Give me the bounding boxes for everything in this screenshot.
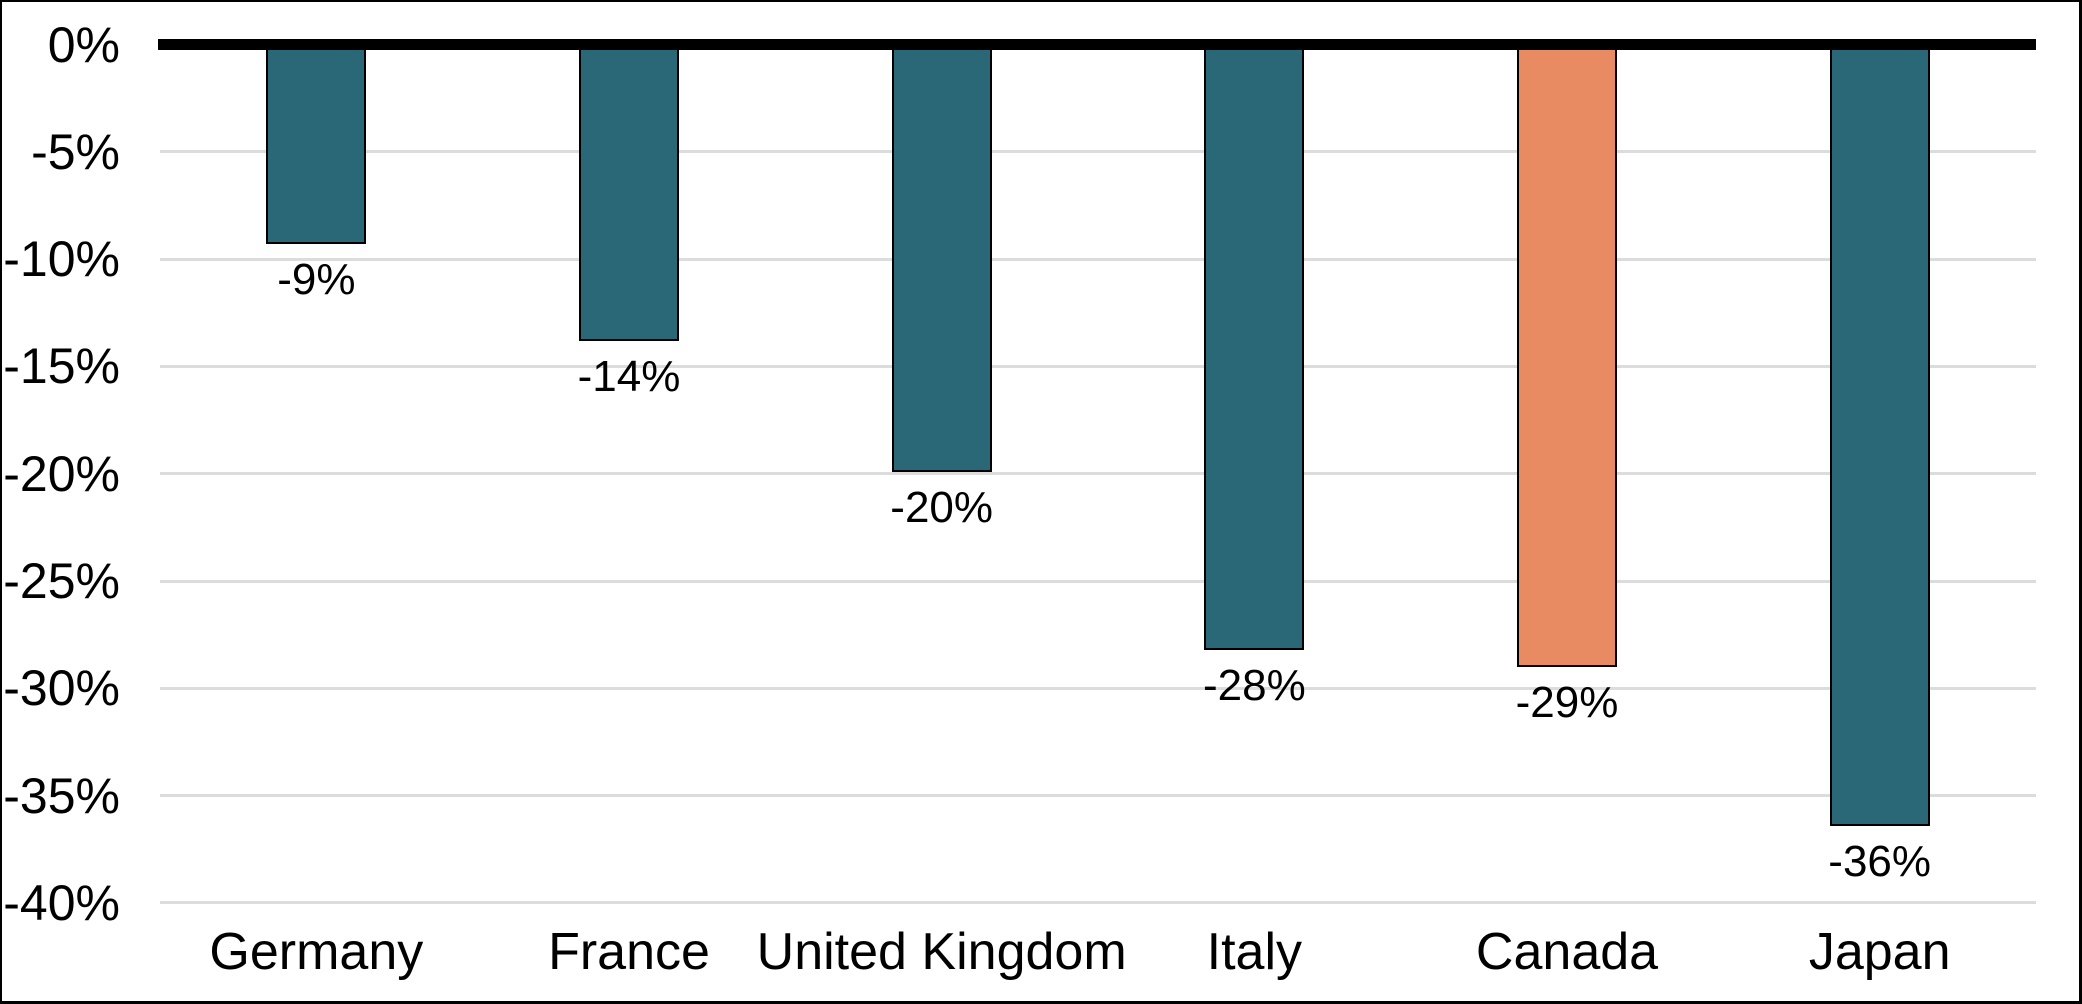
- bar-value-label-japan: -36%: [1828, 836, 1932, 886]
- gridline: [160, 472, 2036, 476]
- bar-value-label-canada: -29%: [1515, 677, 1619, 727]
- x-axis-label-italy: Italy: [1206, 923, 1303, 981]
- bar-canada: [1517, 44, 1617, 667]
- x-axis-label-japan: Japan: [1808, 923, 1951, 981]
- x-axis-label-germany: Germany: [209, 923, 424, 981]
- bar-value-label-germany: -9%: [277, 255, 356, 305]
- gridline: [160, 686, 2036, 690]
- y-axis-tick-label: -25%: [3, 553, 120, 609]
- x-axis-label-france: France: [548, 923, 710, 981]
- gridline: [160, 901, 2036, 905]
- y-axis-tick-label: 0%: [47, 16, 120, 73]
- bar-value-label-france: -14%: [577, 351, 681, 401]
- y-axis-tick-label: -15%: [3, 338, 120, 395]
- y-axis-tick-label: -5%: [31, 123, 120, 180]
- bar-value-label-united-kingdom: -20%: [890, 482, 994, 532]
- gridline: [160, 257, 2036, 261]
- y-axis-tick-label: -35%: [3, 767, 120, 824]
- y-axis-tick-label: -20%: [3, 445, 120, 502]
- gridline: [160, 579, 2036, 583]
- bar-united-kingdom: [891, 44, 992, 472]
- bar-italy: [1204, 44, 1305, 650]
- zero-axis-line: [158, 39, 2036, 50]
- bar-france: [579, 44, 679, 341]
- bar-germany: [266, 44, 367, 245]
- gridline: [160, 364, 2036, 368]
- y-axis-tick-label: -10%: [3, 231, 120, 288]
- x-axis-label-united-kingdom: United Kingdom: [756, 923, 1127, 981]
- gridline: [160, 794, 2036, 798]
- x-axis-label-canada: Canada: [1475, 923, 1659, 981]
- y-axis-tick-label: -30%: [3, 660, 120, 717]
- bar-japan: [1829, 44, 1930, 826]
- gridline: [160, 150, 2036, 154]
- y-axis-tick-label: -40%: [3, 874, 120, 931]
- bar-value-label-italy: -28%: [1202, 660, 1306, 710]
